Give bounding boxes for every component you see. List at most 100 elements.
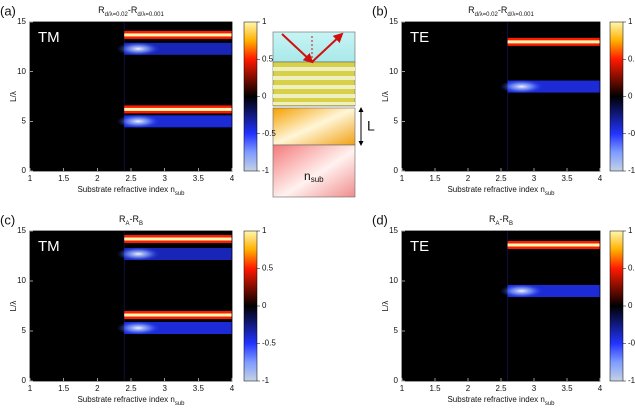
colorbar-tick-label: 0 [628,92,633,101]
band-core [124,313,232,317]
glow [499,79,544,94]
x-tick-label: 2.5 [495,174,507,183]
x-axis-label: Substrate refractive index nsub [447,395,555,406]
x-tick-label: 3.5 [561,174,573,183]
substrate-label: nsub [304,169,324,184]
substrate [272,144,356,198]
x-tick-label: 1 [400,174,405,183]
x-tick-label: 2 [466,174,471,183]
y-tick-label: 0 [22,166,27,175]
colorbar-tick-label: 1 [262,226,267,235]
x-tick-label: 2.5 [125,384,137,393]
colorbar-tick-label: 0.5 [628,264,635,273]
colorbar-tick-label: -1 [628,376,635,385]
x-axis-label-main: Substrate refractive index n [447,185,544,194]
x-tick-label: 4 [230,384,235,393]
colorbar-tick-label: -0.5 [262,129,276,138]
x-tick-label: 2.5 [125,174,137,183]
x-tick-label: 1.5 [58,384,70,393]
colorbar-tick-label: 1 [262,17,267,26]
panel-label: (d) [372,212,388,227]
colorbar-tick-label: 0.5 [628,54,635,63]
y-tick-label: 15 [389,17,398,26]
colorbar [243,21,258,172]
x-tick-label: 2 [95,174,100,183]
x-tick-label: 1.5 [58,174,70,183]
y-tick-label: 15 [17,17,26,26]
y-tick-label: 10 [389,276,398,285]
schematic: L nsub [272,31,375,198]
y-tick-label: 5 [394,116,399,125]
title-part: R [119,214,126,224]
band-core [507,40,600,44]
title-sub: d/λ=0.001 [137,12,164,18]
x-tick-label: 1 [28,384,33,393]
heatmap-background [402,231,600,381]
colorbar-tick-label: 1 [628,17,633,26]
title-sub: A [495,221,499,227]
x-tick-label: 2 [95,384,100,393]
x-axis-label-sub: sub [175,401,185,407]
x-axis-label-main: Substrate refractive index n [77,395,174,404]
title-part: -R [498,5,508,15]
colorbar-tick-label: -1 [628,166,635,175]
band-core [507,243,600,247]
title-sub: d/λ=0.02 [475,12,499,18]
title-sub: A [125,221,129,227]
x-tick-label: 1 [28,174,33,183]
colorbar-tick-label: -1 [262,166,270,175]
layer-l [272,107,356,146]
thickness-label: L [367,118,375,134]
colorbar-tick-label: -0.5 [262,339,276,348]
y-tick-label: 0 [22,376,27,385]
colorbar-tick-label: -0.5 [628,339,635,348]
mode-label: TM [38,238,60,255]
x-tick-label: 3 [532,174,537,183]
title-sub: B [509,221,513,227]
colorbar-tick-label: 0 [262,301,267,310]
y-tick-label: 0 [394,376,399,385]
x-axis-label-sub: sub [175,191,185,197]
x-tick-label: 3.5 [561,384,573,393]
x-tick-label: 3 [162,174,167,183]
colorbar-tick-label: 1 [628,226,633,235]
y-tick-label: 5 [22,116,27,125]
panel-label: (b) [372,3,388,18]
colorbar-tick-label: -1 [262,376,270,385]
x-axis-label-main: Substrate refractive index n [447,395,544,404]
x-axis-label: Substrate refractive index nsub [447,185,555,196]
x-axis-label-sub: sub [545,191,555,197]
multilayer [272,61,356,107]
y-axis-label: L/λ [381,91,390,102]
colorbar-tick-label: -0.5 [628,129,635,138]
title-part: R [468,5,475,15]
x-tick-label: 4 [230,174,235,183]
glow [116,114,161,129]
panel-label: (a) [0,3,16,18]
glow [116,321,161,335]
substrate-label-sub: sub [311,175,324,184]
colorbar [609,230,624,382]
colorbar-tick-label: 0.5 [262,264,274,273]
title-sub: B [139,221,143,227]
x-tick-label: 3.5 [193,174,205,183]
glow [116,41,161,56]
y-tick-label: 10 [17,276,26,285]
title-part: R [489,214,496,224]
band-core [124,237,232,241]
x-axis-label: Substrate refractive index nsub [77,185,185,196]
title-part: R [98,5,105,15]
substrate-label-main: n [304,169,311,183]
colorbar-tick-label: 0 [628,301,633,310]
x-tick-label: 2.5 [495,384,507,393]
heatmap-background [402,22,600,171]
chart-title: Rd/λ=0.02-Rd/λ=0.001 [468,5,534,17]
x-tick-label: 2 [466,384,471,393]
x-tick-label: 3 [532,384,537,393]
x-tick-label: 3.5 [193,384,205,393]
title-part: -R [130,214,140,224]
colorbar [243,230,258,382]
